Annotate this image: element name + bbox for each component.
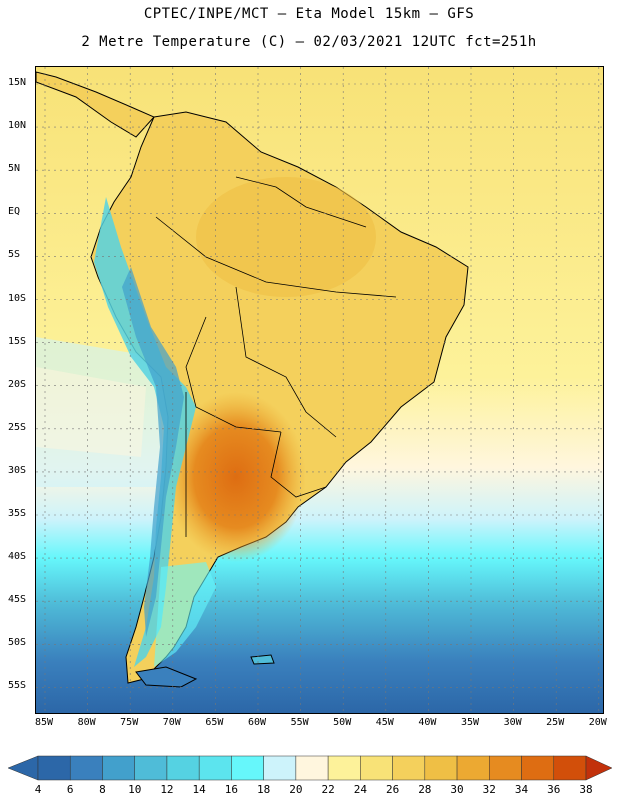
lon-label: 35W <box>460 717 480 728</box>
central-america-land <box>36 71 155 138</box>
country-borders <box>155 176 397 537</box>
lat-label: 30S <box>8 464 27 476</box>
colorbar-segment <box>263 755 297 781</box>
colorbar-segment <box>198 755 232 781</box>
colorbar-min-arrow <box>7 755 39 781</box>
patagonia-cool <box>154 562 216 667</box>
colorbar-tick-label: 14 <box>192 783 206 796</box>
graticule <box>36 67 603 713</box>
colorbar-segment <box>69 755 103 781</box>
colorbar-tick-label: 12 <box>160 783 174 796</box>
colorbar-segment <box>553 755 587 781</box>
lat-label: 15N <box>8 77 27 88</box>
colorbar-tick-label: 32 <box>482 783 496 796</box>
colorbar-segment <box>521 755 555 781</box>
colorbar-tick-label: 36 <box>547 783 561 796</box>
lon-label: 75W <box>120 717 139 728</box>
lon-label: 85W <box>34 717 54 728</box>
colorbar-tick-label: 22 <box>321 783 335 796</box>
lon-label: 60W <box>247 717 267 728</box>
colorbar-tick-label: 38 <box>579 783 593 796</box>
colorbar-segment <box>456 755 490 781</box>
colorbar-tick-label: 24 <box>353 783 367 796</box>
lon-label: 80W <box>77 717 96 728</box>
colorbar-tick-label: 8 <box>99 783 106 796</box>
colorbar-segment <box>489 755 522 781</box>
colorbar-tick-label: 26 <box>385 783 400 796</box>
colorbar-segment <box>295 755 329 781</box>
temperature-map <box>36 67 603 713</box>
colorbar-segment <box>424 755 458 781</box>
tierra-del-fuego <box>135 666 198 688</box>
map-panel[interactable] <box>35 66 604 714</box>
colorbar-max-arrow <box>585 755 613 781</box>
lat-label: EQ <box>8 206 21 218</box>
lon-label: 50W <box>333 717 352 728</box>
colorbar-tick-label: 30 <box>450 783 464 796</box>
colorbar-tick-label: 16 <box>224 783 239 796</box>
colorbar-segment <box>231 755 264 781</box>
lat-label: 40S <box>8 551 27 563</box>
lon-label: 40W <box>418 717 437 728</box>
lat-label: 5N <box>8 163 21 175</box>
lon-label: 65W <box>205 717 224 728</box>
lon-label: 45W <box>375 717 394 728</box>
lon-label: 30W <box>503 717 522 728</box>
colorbar-segment <box>134 755 168 781</box>
andes-peak-band <box>122 267 184 637</box>
lat-label: 15S <box>8 335 27 347</box>
lat-label: 50S <box>8 637 27 649</box>
colorbar-segment <box>327 755 361 781</box>
colorbar-segment <box>37 755 71 781</box>
lat-label: 10S <box>8 292 27 304</box>
lat-label: 25S <box>8 421 27 433</box>
title-line-2: 2 Metre Temperature (C) – 02/03/2021 12U… <box>81 34 537 50</box>
falkland-islands <box>250 654 275 665</box>
lon-label: 70W <box>162 717 181 728</box>
colorbar-segment <box>166 755 200 781</box>
lat-label: 20S <box>8 378 27 390</box>
lon-label: 25W <box>546 717 565 728</box>
andes-cold-band <box>94 197 196 667</box>
colorbar-tick-label: 6 <box>66 783 74 796</box>
colorbar-segment <box>392 755 426 781</box>
title-line-1: CPTEC/INPE/MCT – Eta Model 15km – GFS <box>143 6 475 22</box>
colorbar-tick-label: 28 <box>418 783 432 796</box>
colorbar-tick-label: 4 <box>34 783 42 796</box>
colorbar <box>7 755 613 781</box>
colorbar-tick-label: 20 <box>289 783 303 796</box>
lon-label: 55W <box>290 717 309 728</box>
lat-label: 35S <box>8 508 27 519</box>
amazon-warm-zone <box>196 177 376 297</box>
colorbar-tick-label: 18 <box>257 783 271 796</box>
lat-label: 5S <box>8 249 21 261</box>
lat-label: 10N <box>8 120 27 132</box>
lon-label: 20W <box>588 717 607 728</box>
colorbar-tick-label: 34 <box>514 783 529 796</box>
pacific-mild-zone <box>36 367 146 457</box>
colorbar-tick-label: 10 <box>128 783 142 796</box>
lat-label: 45S <box>8 594 27 606</box>
colorbar-segment <box>360 755 393 781</box>
colorbar-segment <box>102 755 135 781</box>
hot-zone <box>166 392 306 562</box>
lat-label: 55S <box>8 680 27 692</box>
